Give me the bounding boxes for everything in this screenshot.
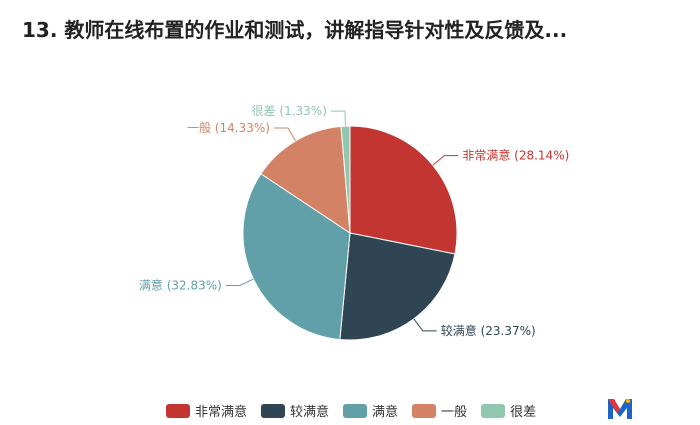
legend-item-very-satisfied[interactable]: 非常满意	[166, 401, 247, 420]
slice-label-very-poor: 很差 (1.33%)	[252, 104, 327, 118]
leader-line-very-satisfied	[432, 155, 459, 166]
legend-item-average[interactable]: 一般	[412, 401, 467, 420]
legend-swatch	[343, 403, 368, 418]
legend-label: 很差	[510, 405, 537, 420]
leader-line-satisfied	[225, 278, 254, 286]
leader-line-fairly-satisfied	[413, 318, 437, 332]
slice-label-very-satisfied: 非常满意 (28.14%)	[462, 148, 569, 163]
pie-slice-very-satisfied[interactable]	[349, 125, 458, 255]
chart-legend: 非常满意 较满意 满意 一般 很差	[166, 401, 536, 420]
legend-swatch	[166, 403, 190, 418]
legend-item-very-poor[interactable]: 很差	[481, 401, 536, 420]
legend-item-satisfied[interactable]: 满意	[343, 401, 398, 420]
leader-line-very-poor	[330, 110, 347, 127]
pie-slice-fairly-satisfied[interactable]	[339, 232, 456, 341]
legend-swatch	[481, 403, 506, 418]
slice-label-fairly-satisfied: 较满意 (23.37%)	[441, 323, 536, 338]
legend-swatch	[261, 403, 286, 418]
legend-label: 满意	[372, 405, 399, 420]
slice-label-satisfied: 满意 (32.83%)	[139, 277, 222, 292]
legend-label: 非常满意	[195, 405, 248, 420]
brand-logo-icon	[608, 398, 632, 419]
legend-label: 一般	[441, 405, 468, 420]
leader-line-average	[273, 127, 296, 142]
chart-title: 13. 教师在线布置的作业和测试，讲解指导针对性及反馈及...	[22, 18, 568, 42]
legend-item-fairly-satisfied[interactable]: 较满意	[261, 401, 329, 420]
legend-swatch	[412, 403, 437, 418]
slice-label-average: 一般 (14.33%)	[187, 120, 270, 135]
legend-label: 较满意	[290, 405, 330, 420]
